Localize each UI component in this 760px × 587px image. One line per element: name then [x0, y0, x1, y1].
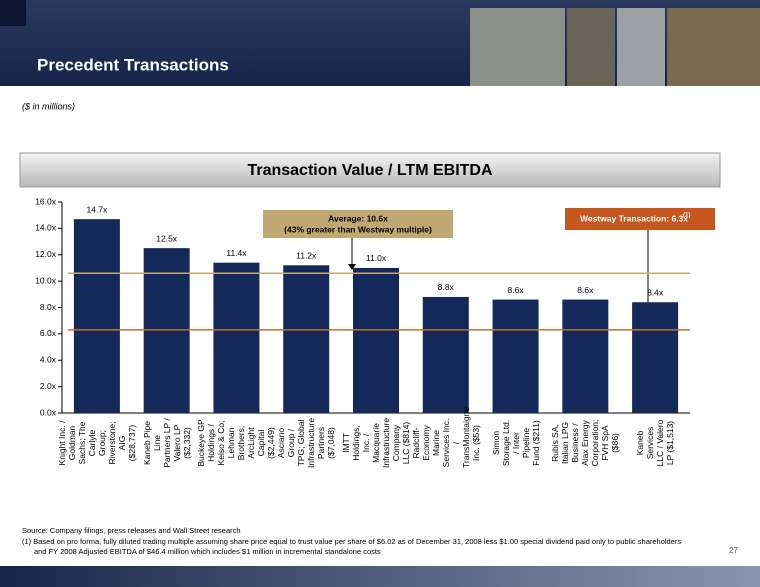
page-number: 27: [729, 546, 738, 555]
y-tick-label: 8.0x: [40, 302, 57, 312]
x-tick-label: Radcliff-Economy Marine Services Inc. / …: [411, 407, 481, 536]
footnote: (1) Based on pro forma, fully diluted tr…: [22, 537, 681, 546]
chart-title: Transaction Value / LTM EBITDA: [247, 162, 493, 179]
bar: [213, 262, 260, 413]
average-label: Average: 10.6x: [328, 213, 388, 223]
bar: [632, 302, 679, 413]
y-tick-label: 14.0x: [35, 223, 57, 233]
data-label: 8.6x: [508, 285, 525, 295]
footer-band: [0, 566, 760, 587]
average-box: [263, 210, 453, 238]
x-tick-text: Kaneb Services LLC / Valero LP ($1,513): [635, 419, 676, 467]
westway-box: [565, 208, 715, 230]
y-tick-label: 12.0x: [35, 249, 57, 259]
units-note: ($ in millions): [22, 101, 75, 111]
bar: [492, 299, 539, 413]
y-tick-label: 4.0x: [40, 355, 57, 365]
photo: [470, 8, 565, 86]
x-tick-label: Rubis SA, Italian LPG Business / Aiax En…: [550, 418, 620, 536]
bar: [353, 267, 399, 413]
x-tick-text: Asciano Group / TPG; Global Infrastructu…: [276, 417, 337, 468]
y-tick-label: 16.0x: [35, 196, 57, 206]
x-tick-label: Kaneb Services LLC / Valero LP ($1,513): [624, 418, 686, 536]
x-tick-text: Kaneb Pipe Line Partners LP / Valero LP …: [141, 418, 192, 468]
y-tick-label: 6.0x: [40, 328, 57, 338]
x-tick-text: Simon Storage Ltd. / Inter Pipeline Fund…: [490, 419, 541, 467]
x-tick-text: Rubis SA, Italian LPG Business / Aiax En…: [550, 419, 621, 467]
data-label: 8.4x: [647, 287, 664, 297]
data-label: 8.6x: [577, 285, 594, 295]
page-title: Precedent Transactions: [37, 55, 229, 74]
x-tick-label: IMTT Holdings, Inc. / Macquarie Infrastr…: [341, 418, 411, 536]
x-tick-text: Radcliff-Economy Marine Services Inc. / …: [410, 406, 481, 468]
data-label: 11.0x: [366, 253, 387, 263]
x-tick-label: Kaneb Pipe Line Partners LP / Valero LP …: [136, 418, 198, 536]
data-label: 11.2x: [296, 251, 317, 261]
x-tick-label: Simon Storage Ltd. / Inter Pipeline Fund…: [485, 418, 547, 536]
photo: [567, 8, 615, 86]
x-tick-label: Asciano Group / TPG; Global Infrastructu…: [275, 418, 337, 536]
y-tick-label: 0.0x: [40, 407, 57, 417]
x-tick-text: IMTT Holdings, Inc. / Macquarie Infrastr…: [341, 417, 411, 468]
source: Source: Company filings, press releases …: [22, 526, 241, 535]
x-tick-text: Buckeye GP Holdings / Kelso & Co; Lehman…: [196, 419, 277, 467]
data-label: 8.8x: [438, 282, 455, 292]
bar: [422, 296, 469, 413]
x-tick-label: Buckeye GP Holdings / Kelso & Co; Lehman…: [196, 418, 276, 536]
data-label: 11.4x: [226, 248, 247, 258]
x-tick-text: Knight Inc. / Goldman Sachs; The Carlyle…: [56, 420, 137, 466]
bar: [562, 299, 609, 413]
footnote-ref: (1): [683, 213, 690, 219]
data-label: 12.5x: [156, 233, 178, 243]
x-tick-label: Knight Inc. / Goldman Sachs; The Carlyle…: [57, 418, 137, 536]
bar: [73, 219, 120, 413]
photo: [667, 8, 760, 86]
header-square: [0, 0, 26, 26]
chart-title-box: [19, 152, 721, 188]
arrow-head: [348, 264, 356, 270]
average-note: (43% greater than Westway multiple): [284, 224, 432, 234]
westway-label: Westway Transaction: 6.3x: [580, 213, 688, 223]
y-tick-label: 10.0x: [35, 275, 57, 285]
photo: [617, 8, 665, 86]
footnote: and FY 2008 Adjusted EBITDA of $46.4 mil…: [34, 547, 381, 556]
y-tick-label: 2.0x: [40, 381, 57, 391]
data-label: 14.7x: [86, 204, 108, 214]
bar: [283, 265, 330, 413]
